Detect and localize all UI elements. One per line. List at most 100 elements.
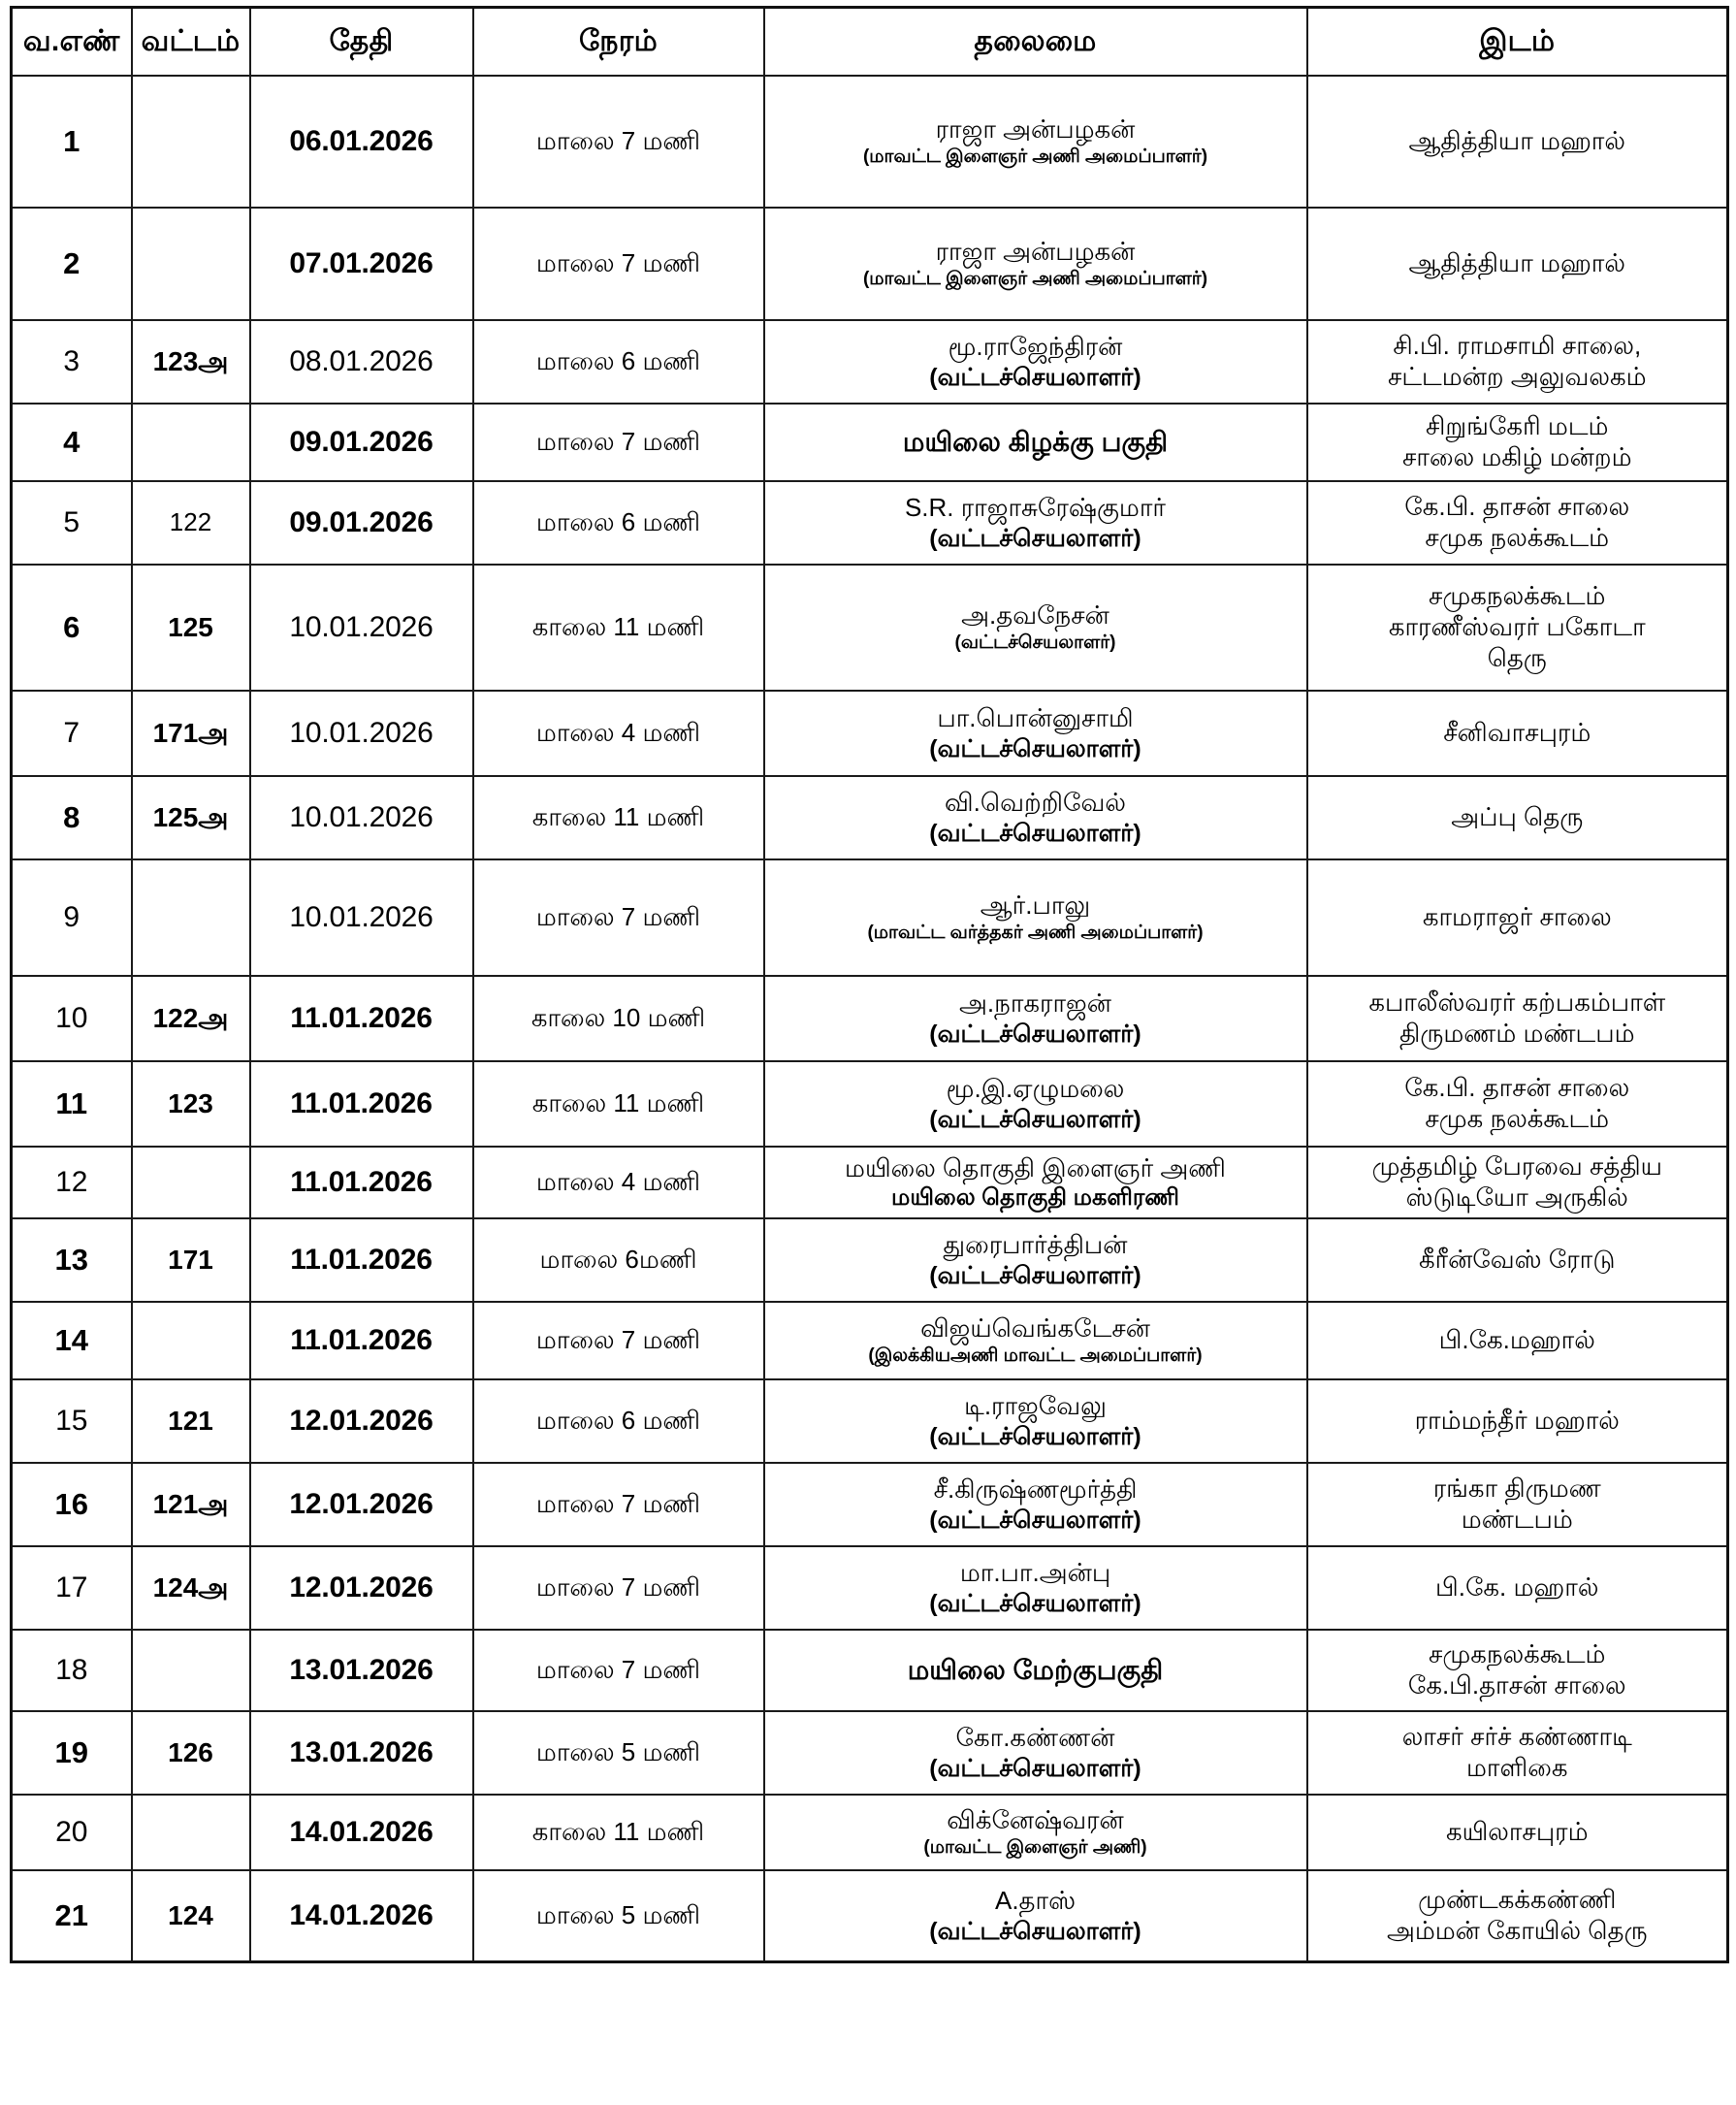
- cell-place: ஆதித்தியா மஹால்: [1305, 207, 1729, 321]
- cell-chairperson: மயிலை தொகுதி இளைஞர் அணி மயிலை தொகுதி மகளி…: [762, 1146, 1308, 1219]
- cell-ward: [130, 1301, 251, 1380]
- table-row: 5 122 09.01.2026 மாலை 6 மணி S.R. ராஜாசுரேஷ்க…: [10, 480, 1729, 566]
- cell-chairperson: ஆர்.பாலு (மாவட்ட வர்த்தகர் அணி அமைப்பாளர்…: [762, 858, 1308, 977]
- cell-place: லாசர் சர்ச் கண்ணாடி மாளிகை: [1305, 1710, 1729, 1796]
- cell-place: பி.கே.மஹால்: [1305, 1301, 1729, 1380]
- chair-role: (வட்டச்செயலாளர்): [929, 734, 1141, 762]
- cell-chairperson: S.R. ராஜாசுரேஷ்குமார் (வட்டச்செயலாளர்): [762, 480, 1308, 566]
- cell-time: காலை 11 மணி: [471, 775, 765, 860]
- cell-time: மாலை 6 மணி: [471, 480, 765, 566]
- cell-place: கயிலாசபுரம்: [1305, 1794, 1729, 1871]
- cell-chairperson: சீ.கிருஷ்ணமூர்த்தி (வட்டச்செயலாளர்): [762, 1462, 1308, 1547]
- cell-date: 14.01.2026: [248, 1794, 474, 1871]
- cell-serial-no: 18: [10, 1629, 133, 1712]
- table-row: 21 124 14.01.2026 மாலை 5 மணி A.தாஸ் (வட்டச்செ…: [10, 1869, 1729, 1963]
- table-row: 19 126 13.01.2026 மாலை 5 மணி கோ.கண்ணன் (வட்டச…: [10, 1710, 1729, 1796]
- cell-chairperson: A.தாஸ் (வட்டச்செயலாளர்): [762, 1869, 1308, 1963]
- cell-date: 10.01.2026: [248, 564, 474, 692]
- chair-role: (வட்டச்செயலாளர்): [929, 1589, 1141, 1617]
- table-row: 2 07.01.2026 மாலை 7 மணி ராஜா அன்பழகன் (மாவட்…: [10, 207, 1729, 321]
- chair-role: (வட்டச்செயலாளர்): [929, 363, 1141, 391]
- chair-name: மா.பா.அன்பு: [959, 1557, 1111, 1587]
- chair-role: (வட்டச்செயலாளர்): [929, 1020, 1141, 1048]
- chair-name: ஆர்.பாலு: [980, 890, 1091, 920]
- chair-role: (வட்டச்செயலாளர்): [929, 1422, 1141, 1450]
- place-line: பி.கே.மஹால்: [1438, 1325, 1595, 1355]
- cell-ward: 125அ: [130, 775, 251, 860]
- cell-ward: 124அ: [130, 1545, 251, 1631]
- cell-date: 12.01.2026: [248, 1378, 474, 1464]
- cell-serial-no: 4: [10, 403, 133, 482]
- table-row: 4 09.01.2026 மாலை 7 மணி மயிலை கிழக்கு பகுதி…: [10, 403, 1729, 482]
- cell-place: சமுகநலக்கூடம் கே.பி.தாசன் சாலை: [1305, 1629, 1729, 1712]
- cell-time: மாலை 4 மணி: [471, 690, 765, 777]
- cell-date: 11.01.2026: [248, 1146, 474, 1219]
- chair-name: மூ.ராஜேந்திரன்: [948, 331, 1123, 361]
- table-row: 15 121 12.01.2026 மாலை 6 மணி டி.ராஜவேலு (வட்ட…: [10, 1378, 1729, 1464]
- place-line: லாசர் சர்ச் கண்ணாடி: [1401, 1722, 1632, 1752]
- table-row: 8 125அ 10.01.2026 காலை 11 மணி வி.வெற்றிவேல்(…: [10, 775, 1729, 860]
- table-row: 18 13.01.2026 மாலை 7 மணி மயிலை மேற்குபகுதி ச…: [10, 1629, 1729, 1712]
- cell-ward: 126: [130, 1710, 251, 1796]
- cell-time: காலை 11 மணி: [471, 1794, 765, 1871]
- cell-serial-no: 15: [10, 1378, 133, 1464]
- chair-name-secondary: மயிலை தொகுதி மகளிரணி: [891, 1184, 1179, 1212]
- cell-time: மாலை 6 மணி: [471, 319, 765, 405]
- cell-place: சி.பி. ராமசாமி சாலை, சட்டமன்ற அலுவலகம்: [1305, 319, 1729, 405]
- cell-serial-no: 2: [10, 207, 133, 321]
- cell-time: மாலை 7 மணி: [471, 858, 765, 977]
- cell-date: 06.01.2026: [248, 75, 474, 209]
- cell-time: மாலை 7 மணி: [471, 207, 765, 321]
- chair-role: (மாவட்ட வர்த்தகர் அணி அமைப்பாளர்): [867, 922, 1204, 943]
- chair-name: விக்னேஷ்வரன்: [947, 1804, 1124, 1834]
- cell-place: ஆதித்தியா மஹால்: [1305, 75, 1729, 209]
- cell-chairperson: ராஜா அன்பழகன் (மாவட்ட இளைஞர் அணி அமைப்பாள…: [762, 207, 1308, 321]
- chair-role: (இலக்கியஅணி மாவட்ட அமைப்பாளர்): [868, 1344, 1203, 1366]
- header-row: வ.எண் வட்டம் தேதி நேரம் தலைமை இடம்: [10, 6, 1729, 77]
- cell-serial-no: 8: [10, 775, 133, 860]
- column-header-time: நேரம்: [471, 6, 765, 77]
- place-line: கீரீன்வேஸ் ரோடு: [1419, 1245, 1616, 1275]
- cell-place: சீனிவாசபுரம்: [1305, 690, 1729, 777]
- cell-chairperson: மா.பா.அன்பு (வட்டச்செயலாளர்): [762, 1545, 1308, 1631]
- place-line: ஆதித்தியா மஹால்: [1408, 126, 1625, 156]
- place-line: சமுக நலக்கூடம்: [1425, 523, 1610, 552]
- cell-chairperson: அ.தவநேசன் (வட்டச்செயலாளர்): [762, 564, 1308, 692]
- cell-ward: 123: [130, 1060, 251, 1148]
- cell-time: காலை 10 மணி: [471, 975, 765, 1062]
- cell-date: 11.01.2026: [248, 975, 474, 1062]
- column-header-place: இடம்: [1305, 6, 1729, 77]
- place-line: சீனிவாசபுரம்: [1443, 718, 1591, 748]
- chair-role: (மாவட்ட இளைஞர் அணி அமைப்பாளர்): [862, 268, 1208, 289]
- place-line: சமுகநலக்கூடம்: [1429, 581, 1606, 611]
- chair-role: (வட்டச்செயலாளர்): [954, 632, 1116, 653]
- place-line: தெரு: [1487, 642, 1547, 672]
- cell-serial-no: 16: [10, 1462, 133, 1547]
- place-line: ஸ்டுடியோ அருகில்: [1405, 1182, 1628, 1212]
- cell-ward: [130, 1629, 251, 1712]
- place-line: முத்தமிழ் பேரவை சத்திய: [1371, 1151, 1662, 1182]
- chair-name: ராஜா அன்பழகன்: [935, 113, 1136, 144]
- cell-ward: 122அ: [130, 975, 251, 1062]
- place-line: திருமணம் மண்டபம்: [1398, 1019, 1635, 1048]
- table-row: 20 14.01.2026 காலை 11 மணி விக்னேஷ்வரன் (மாவட…: [10, 1794, 1729, 1871]
- cell-chairperson: அ.நாகராஜன் (வட்டச்செயலாளர்): [762, 975, 1308, 1062]
- table-row: 3 123அ 08.01.2026 மாலை 6 மணி மூ.ராஜேந்திரன்(…: [10, 319, 1729, 405]
- place-line: சாலை மகிழ் மன்றம்: [1401, 442, 1632, 471]
- cell-serial-no: 12: [10, 1146, 133, 1219]
- meeting-schedule-table: வ.எண் வட்டம் தேதி நேரம் தலைமை இடம் 1 06.0…: [10, 6, 1729, 1963]
- cell-time: மாலை 5 மணி: [471, 1869, 765, 1963]
- chair-name: ராஜா அன்பழகன்: [935, 236, 1136, 266]
- cell-chairperson: டி.ராஜவேலு (வட்டச்செயலாளர்): [762, 1378, 1308, 1464]
- cell-ward: [130, 1794, 251, 1871]
- chair-name: A.தாஸ்: [994, 1885, 1076, 1915]
- chair-name: மயிலை கிழக்கு பகுதி: [902, 426, 1169, 457]
- cell-date: 13.01.2026: [248, 1710, 474, 1796]
- cell-place: கீரீன்வேஸ் ரோடு: [1305, 1217, 1729, 1303]
- chair-role: (வட்டச்செயலாளர்): [929, 1506, 1141, 1534]
- cell-ward: 121அ: [130, 1462, 251, 1547]
- cell-serial-no: 9: [10, 858, 133, 977]
- cell-serial-no: 11: [10, 1060, 133, 1148]
- cell-ward: 121: [130, 1378, 251, 1464]
